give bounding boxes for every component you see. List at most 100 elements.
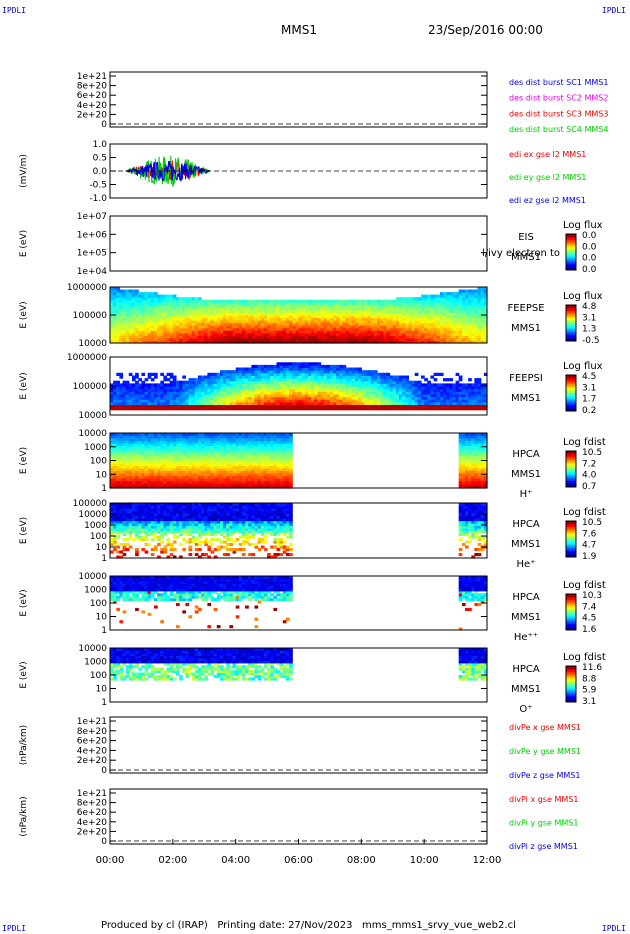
heatmap-cell bbox=[358, 383, 362, 387]
heatmap-cell bbox=[238, 393, 243, 398]
heatmap-cell bbox=[213, 433, 218, 437]
heatmap-cell bbox=[471, 292, 475, 296]
heatmap-cell bbox=[345, 380, 350, 384]
heatmap-cell bbox=[232, 440, 237, 444]
heatmap-cell bbox=[461, 396, 466, 400]
heatmap-cell bbox=[260, 327, 265, 331]
heatmap-cell bbox=[122, 388, 127, 392]
heatmap-cell bbox=[179, 304, 183, 308]
heatmap-cell bbox=[150, 340, 155, 344]
heatmap-cell bbox=[414, 383, 419, 387]
heatmap-cell bbox=[157, 317, 161, 321]
colorbar-swatch bbox=[566, 332, 576, 334]
heatmap-cell bbox=[477, 401, 482, 405]
heatmap-cell bbox=[355, 312, 359, 316]
heatmap-cell bbox=[213, 325, 218, 329]
heatmap-cell bbox=[279, 372, 284, 376]
heatmap-cell bbox=[377, 340, 381, 344]
heatmap-cell bbox=[138, 478, 142, 482]
heatmap-cell bbox=[116, 463, 120, 467]
heatmap-cell bbox=[169, 320, 174, 324]
heatmap-cell bbox=[383, 337, 387, 341]
heatmap-cell bbox=[480, 325, 485, 329]
heatmap-cell bbox=[377, 401, 381, 405]
heatmap-cell bbox=[446, 325, 450, 329]
heatmap-cell bbox=[166, 388, 171, 392]
heatmap-cell bbox=[270, 396, 274, 400]
heatmap-cell bbox=[314, 386, 318, 390]
heatmap-cell bbox=[160, 443, 164, 447]
heatmap-cell bbox=[314, 335, 318, 339]
heatmap-cell bbox=[226, 485, 230, 489]
heatmap-cell bbox=[116, 312, 120, 316]
heatmap-cell bbox=[163, 320, 168, 324]
heatmap-cell bbox=[342, 307, 347, 311]
heatmap-cell bbox=[122, 292, 127, 296]
colorbar-swatch bbox=[566, 309, 576, 312]
heatmap-cell bbox=[147, 317, 152, 321]
heatmap-cell bbox=[213, 473, 218, 477]
heatmap-cell bbox=[377, 332, 381, 336]
heatmap-cell bbox=[220, 372, 224, 376]
heatmap-cell bbox=[154, 435, 158, 439]
heatmap-cell bbox=[201, 440, 205, 444]
heatmap-cell bbox=[257, 337, 262, 341]
heatmap-cell bbox=[446, 294, 450, 298]
heatmap-cell bbox=[204, 322, 208, 326]
heatmap-cell bbox=[342, 391, 347, 395]
heatmap-cell bbox=[122, 304, 127, 308]
heatmap-cell bbox=[132, 448, 136, 452]
heatmap-cell bbox=[113, 393, 117, 398]
heatmap-cell bbox=[433, 332, 438, 336]
heatmap-cell bbox=[138, 304, 142, 308]
heatmap-cell bbox=[421, 312, 425, 316]
heatmap-cell bbox=[138, 399, 142, 403]
heatmap-cell bbox=[150, 388, 155, 392]
heatmap-cell bbox=[110, 463, 114, 467]
heatmap-cell bbox=[399, 340, 403, 344]
heatmap-cell bbox=[339, 404, 343, 408]
heatmap-cell bbox=[132, 386, 136, 390]
heatmap-cell bbox=[336, 375, 340, 379]
heatmap-cell bbox=[339, 388, 343, 392]
heatmap-cell bbox=[311, 309, 315, 313]
heatmap-cell bbox=[235, 470, 240, 474]
heatmap-cell bbox=[424, 388, 428, 392]
heatmap-cell bbox=[289, 327, 293, 331]
heatmap-cell bbox=[329, 380, 334, 384]
heatmap-cell bbox=[144, 470, 149, 474]
heatmap-cell bbox=[119, 399, 124, 403]
heatmap-cell bbox=[150, 485, 155, 489]
heatmap-cell bbox=[160, 337, 164, 341]
heatmap-cell bbox=[179, 460, 183, 464]
heatmap-cell bbox=[119, 475, 124, 479]
heatmap-cell bbox=[314, 315, 318, 319]
heatmap-cell bbox=[402, 307, 406, 311]
heatmap-cell bbox=[298, 337, 303, 341]
heatmap-cell bbox=[304, 327, 309, 331]
heatmap-cell bbox=[172, 404, 177, 408]
heatmap-cell bbox=[389, 388, 394, 392]
colorbar-swatch bbox=[566, 238, 576, 241]
heatmap-cell bbox=[408, 315, 413, 319]
y-axis-label: (mV/m) bbox=[19, 154, 29, 188]
heatmap-cell bbox=[245, 393, 249, 398]
heatmap-cell bbox=[405, 386, 409, 390]
heatmap-cell bbox=[229, 396, 234, 400]
heatmap-cell bbox=[163, 473, 168, 477]
y-tick-label: -0.5 bbox=[89, 181, 107, 191]
heatmap-cell bbox=[110, 309, 114, 313]
heatmap-cell bbox=[452, 322, 457, 326]
heatmap-cell bbox=[163, 453, 168, 457]
heatmap-cell bbox=[201, 386, 205, 390]
heatmap-cell bbox=[273, 340, 278, 344]
heatmap-cell bbox=[471, 312, 475, 316]
heatmap-cell bbox=[119, 299, 124, 303]
heatmap-cell bbox=[132, 317, 136, 321]
heatmap-cell bbox=[194, 396, 199, 400]
heatmap-cell bbox=[421, 322, 425, 326]
heatmap-cell bbox=[320, 367, 325, 371]
heatmap-cell bbox=[421, 383, 425, 387]
heatmap-cell bbox=[311, 317, 315, 321]
heatmap-cell bbox=[304, 404, 309, 408]
